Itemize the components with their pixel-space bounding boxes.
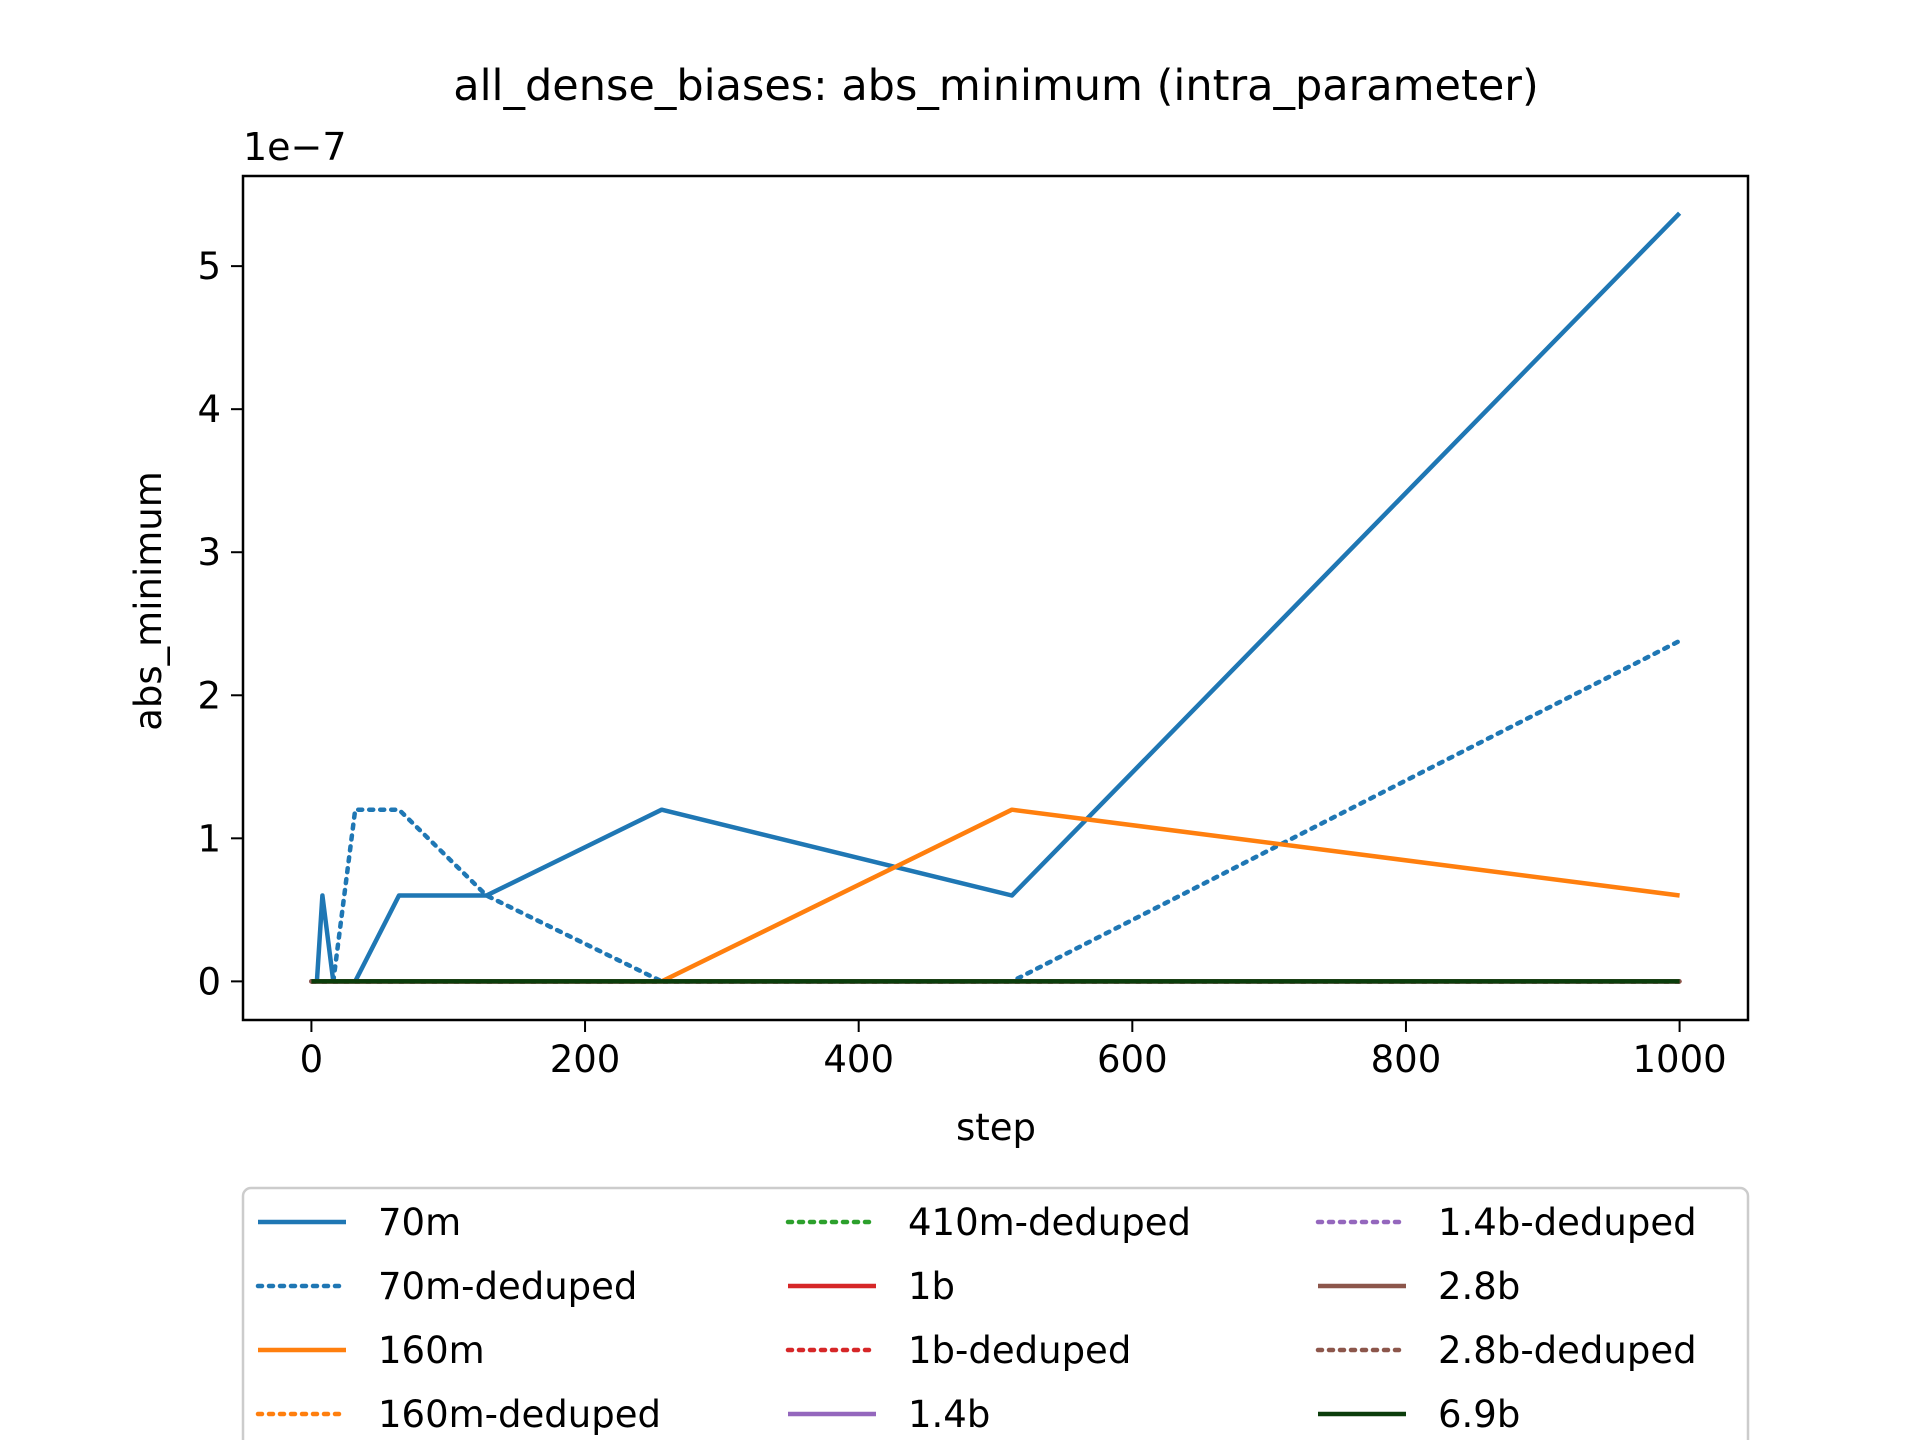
x-tick-label: 0 — [300, 1038, 324, 1081]
legend-label-1-4b: 1.4b — [908, 1393, 990, 1436]
series-line-160m — [310, 807, 1680, 984]
y-tick-label: 2 — [197, 674, 221, 717]
y-tick-label: 4 — [197, 388, 221, 431]
x-axis-ticks: 0 200 400 600 800 1000 — [300, 1020, 1727, 1081]
legend-label-2-8b-deduped: 2.8b-deduped — [1438, 1329, 1697, 1372]
x-tick-label: 800 — [1371, 1038, 1442, 1081]
legend-label-70m: 70m — [378, 1201, 461, 1244]
legend-label-70m-deduped: 70m-deduped — [378, 1265, 637, 1308]
y-axis-label: abs_minimum — [127, 471, 170, 731]
y-axis-ticks: 0 1 2 3 4 5 — [197, 245, 243, 1003]
series-line-70m — [310, 211, 1682, 984]
legend-label-160m-deduped: 160m-deduped — [378, 1393, 661, 1436]
plot-lines — [309, 211, 1682, 984]
legend-label-6-9b: 6.9b — [1438, 1393, 1520, 1436]
chart-title: all_dense_biases: abs_minimum (intra_par… — [453, 61, 1539, 111]
legend: 70m 70m-deduped 160m 160m-deduped 410m-dedup… — [241, 1186, 1750, 1440]
y-tick-label: 0 — [197, 960, 221, 1003]
legend-label-410m-deduped: 410m-deduped — [908, 1201, 1191, 1244]
x-axis-label: step — [956, 1106, 1036, 1149]
x-tick-label: 600 — [1097, 1038, 1168, 1081]
legend-label-2-8b: 2.8b — [1438, 1265, 1520, 1308]
y-tick-label: 3 — [197, 531, 221, 574]
y-tick-label: 1 — [197, 817, 221, 860]
x-tick-label: 400 — [823, 1038, 894, 1081]
plot-frame — [241, 174, 1750, 1022]
y-tick-label: 5 — [197, 245, 221, 288]
y-axis-offset-text: 1e−7 — [243, 125, 347, 169]
legend-label-1b: 1b — [908, 1265, 955, 1308]
legend-label-160m: 160m — [378, 1329, 485, 1372]
x-tick-label: 200 — [550, 1038, 621, 1081]
x-tick-label: 1000 — [1633, 1038, 1727, 1081]
series-line-70m-deduped — [309, 638, 1682, 984]
legend-label-1-4b-deduped: 1.4b-deduped — [1438, 1201, 1697, 1244]
legend-items: 70m 70m-deduped 160m 160m-deduped 410m-dedup… — [255, 1201, 1697, 1436]
legend-frame — [241, 1186, 1750, 1440]
legend-label-1b-deduped: 1b-deduped — [908, 1329, 1131, 1372]
